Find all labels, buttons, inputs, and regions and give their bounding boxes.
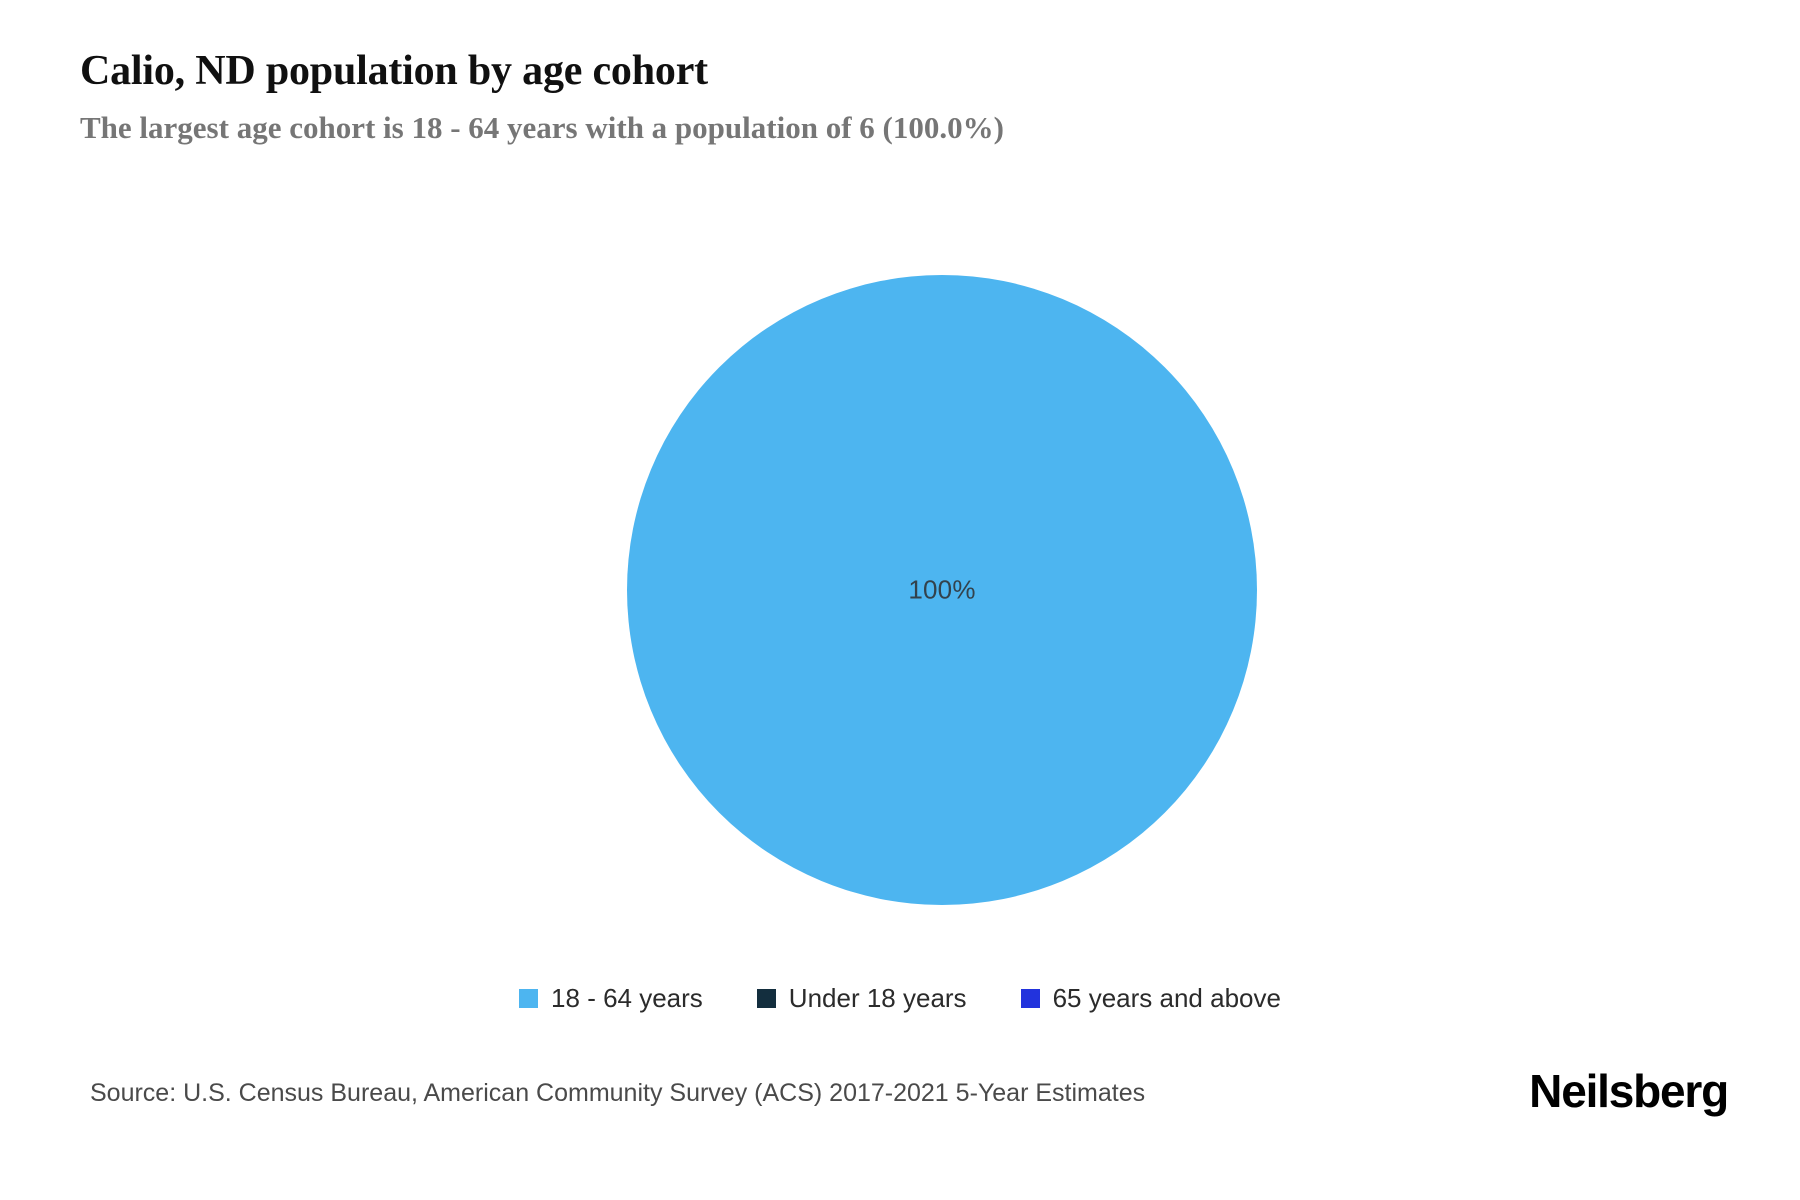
legend-swatch-icon bbox=[756, 988, 776, 1008]
legend-item-under-18-years[interactable]: Under 18 years bbox=[756, 983, 967, 1013]
legend-item-label: 65 years and above bbox=[1052, 983, 1281, 1013]
pie-slice-18-64-years[interactable] bbox=[627, 275, 1257, 905]
legend-item-label: 18 - 64 years bbox=[551, 983, 703, 1013]
pie-slice-data-label: 100% bbox=[908, 574, 976, 605]
chart-subtitle: The largest age cohort is 18 - 64 years … bbox=[80, 110, 1004, 146]
chart-legend: 18 - 64 years Under 18 years 65 years an… bbox=[0, 985, 1800, 1011]
neilsberg-logo: Neilsberg bbox=[1529, 1065, 1729, 1117]
page-title: Calio, ND population by age cohort bbox=[80, 48, 708, 94]
chart-header: Calio, ND population by age cohort The l… bbox=[80, 48, 1580, 146]
legend-item-65-years-and-above[interactable]: 65 years and above bbox=[1020, 983, 1281, 1013]
source-attribution: Source: U.S. Census Bureau, American Com… bbox=[90, 1079, 1146, 1107]
legend-item-label: Under 18 years bbox=[788, 983, 967, 1013]
legend-swatch-icon bbox=[1020, 988, 1040, 1008]
legend-item-18-64-years[interactable]: 18 - 64 years bbox=[519, 985, 703, 1011]
legend-swatch-icon bbox=[519, 988, 539, 1008]
pie-chart-plot-area: 100% bbox=[0, 200, 1800, 940]
pie-chart: 100% bbox=[627, 275, 1257, 905]
